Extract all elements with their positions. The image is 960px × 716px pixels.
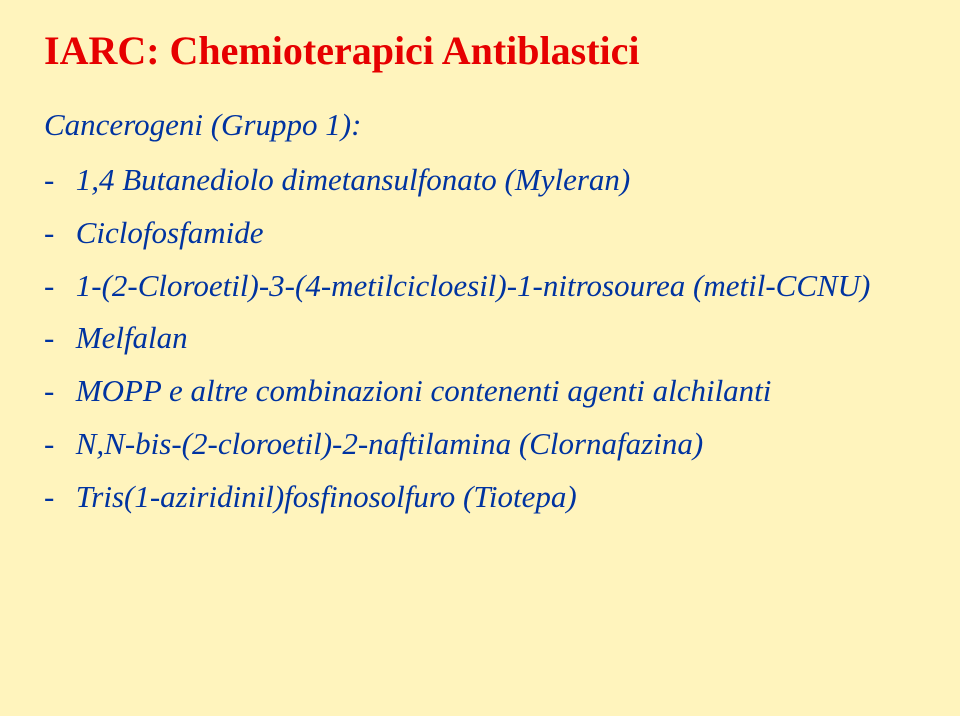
list-item: - 1-(2-Cloroetil)-3-(4-metilcicloesil)-1… (44, 267, 916, 306)
dash-icon: - (44, 478, 68, 517)
slide-subtitle: Cancerogeni (Gruppo 1): (44, 106, 916, 143)
list-item: - Melfalan (44, 319, 916, 358)
slide: IARC: Chemioterapici Antiblastici Cancer… (0, 0, 960, 716)
list-item: - 1,4 Butanediolo dimetansulfonato (Myle… (44, 161, 916, 200)
item-text: Ciclofosfamide (76, 215, 264, 250)
list-item: - MOPP e altre combinazioni contenenti a… (44, 372, 916, 411)
dash-icon: - (44, 319, 68, 358)
slide-title: IARC: Chemioterapici Antiblastici (44, 28, 916, 74)
bullet-list: - 1,4 Butanediolo dimetansulfonato (Myle… (44, 161, 916, 516)
item-text: Tris(1-aziridinil)fosfinosolfuro (Tiotep… (76, 479, 577, 514)
dash-icon: - (44, 372, 68, 411)
item-text: Melfalan (76, 320, 188, 355)
list-item: - Ciclofosfamide (44, 214, 916, 253)
item-text: 1,4 Butanediolo dimetansulfonato (Mylera… (76, 162, 630, 197)
dash-icon: - (44, 214, 68, 253)
list-item: - N,N-bis-(2-cloroetil)-2-naftilamina (C… (44, 425, 916, 464)
list-item: - Tris(1-aziridinil)fosfinosolfuro (Tiot… (44, 478, 916, 517)
item-text: N,N-bis-(2-cloroetil)-2-naftilamina (Clo… (76, 426, 703, 461)
dash-icon: - (44, 425, 68, 464)
item-text: MOPP e altre combinazioni contenenti age… (76, 373, 772, 408)
dash-icon: - (44, 161, 68, 200)
dash-icon: - (44, 267, 68, 306)
item-text: 1-(2-Cloroetil)-3-(4-metilcicloesil)-1-n… (76, 268, 871, 303)
